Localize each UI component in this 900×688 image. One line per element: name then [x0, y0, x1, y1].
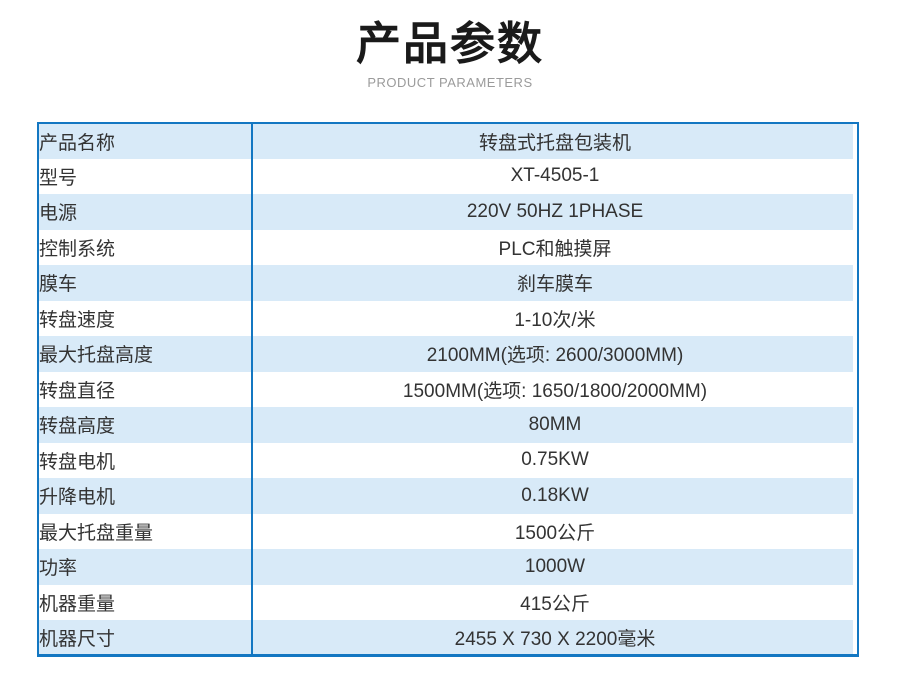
table-row: 最大托盘重量 1500公斤	[38, 513, 858, 549]
param-label: 产品名称	[38, 123, 253, 159]
param-label: 转盘速度	[38, 300, 253, 336]
param-label: 机器重量	[38, 584, 253, 620]
page-subtitle: PRODUCT PARAMETERS	[367, 75, 533, 90]
table-row: 转盘直径 1500MM(选项: 1650/1800/2000MM)	[38, 371, 858, 407]
param-value: 1500公斤	[252, 513, 858, 549]
table-row: 转盘电机 0.75KW	[38, 442, 858, 478]
table-row: 膜车 刹车膜车	[38, 265, 858, 301]
param-label: 最大托盘高度	[38, 336, 253, 372]
table-row: 机器尺寸 2455 X 730 X 2200毫米	[38, 620, 858, 656]
param-value: 转盘式托盘包装机	[252, 123, 858, 159]
param-value: 0.75KW	[252, 442, 858, 478]
table-row: 转盘高度 80MM	[38, 407, 858, 443]
param-label: 转盘直径	[38, 371, 253, 407]
param-label: 转盘电机	[38, 442, 253, 478]
param-value: 0.18KW	[252, 478, 858, 514]
param-label: 机器尺寸	[38, 620, 253, 656]
table-row: 型号 XT-4505-1	[38, 158, 858, 194]
param-value: 刹车膜车	[252, 265, 858, 301]
param-label: 控制系统	[38, 229, 253, 265]
param-value: 220V 50HZ 1PHASE	[252, 194, 858, 230]
param-value: 2100MM(选项: 2600/3000MM)	[252, 336, 858, 372]
param-label: 电源	[38, 194, 253, 230]
page-title: 产品参数	[355, 18, 544, 69]
param-value: PLC和触摸屏	[252, 229, 858, 265]
table-row: 转盘速度 1-10次/米	[38, 300, 858, 336]
table-row: 功率 1000W	[38, 549, 858, 585]
table-row: 控制系统 PLC和触摸屏	[38, 229, 858, 265]
parameters-table-body: 产品名称 转盘式托盘包装机 型号 XT-4505-1 电源 220V 50HZ …	[38, 123, 858, 656]
param-value: 415公斤	[252, 584, 858, 620]
param-label: 膜车	[38, 265, 253, 301]
param-label: 转盘高度	[38, 407, 253, 443]
table-row: 电源 220V 50HZ 1PHASE	[38, 194, 858, 230]
param-value: 1-10次/米	[252, 300, 858, 336]
table-row: 最大托盘高度 2100MM(选项: 2600/3000MM)	[38, 336, 858, 372]
param-label: 型号	[38, 158, 253, 194]
table-row: 升降电机 0.18KW	[38, 478, 858, 514]
param-value: 1500MM(选项: 1650/1800/2000MM)	[252, 371, 858, 407]
param-value: 2455 X 730 X 2200毫米	[252, 620, 858, 656]
param-label: 升降电机	[38, 478, 253, 514]
table-row: 机器重量 415公斤	[38, 584, 858, 620]
param-value: XT-4505-1	[252, 158, 858, 194]
table-row: 产品名称 转盘式托盘包装机	[38, 123, 858, 159]
param-label: 最大托盘重量	[38, 513, 253, 549]
param-value: 1000W	[252, 549, 858, 585]
param-label: 功率	[38, 549, 253, 585]
parameters-table: 产品名称 转盘式托盘包装机 型号 XT-4505-1 电源 220V 50HZ …	[37, 122, 859, 657]
param-value: 80MM	[252, 407, 858, 443]
